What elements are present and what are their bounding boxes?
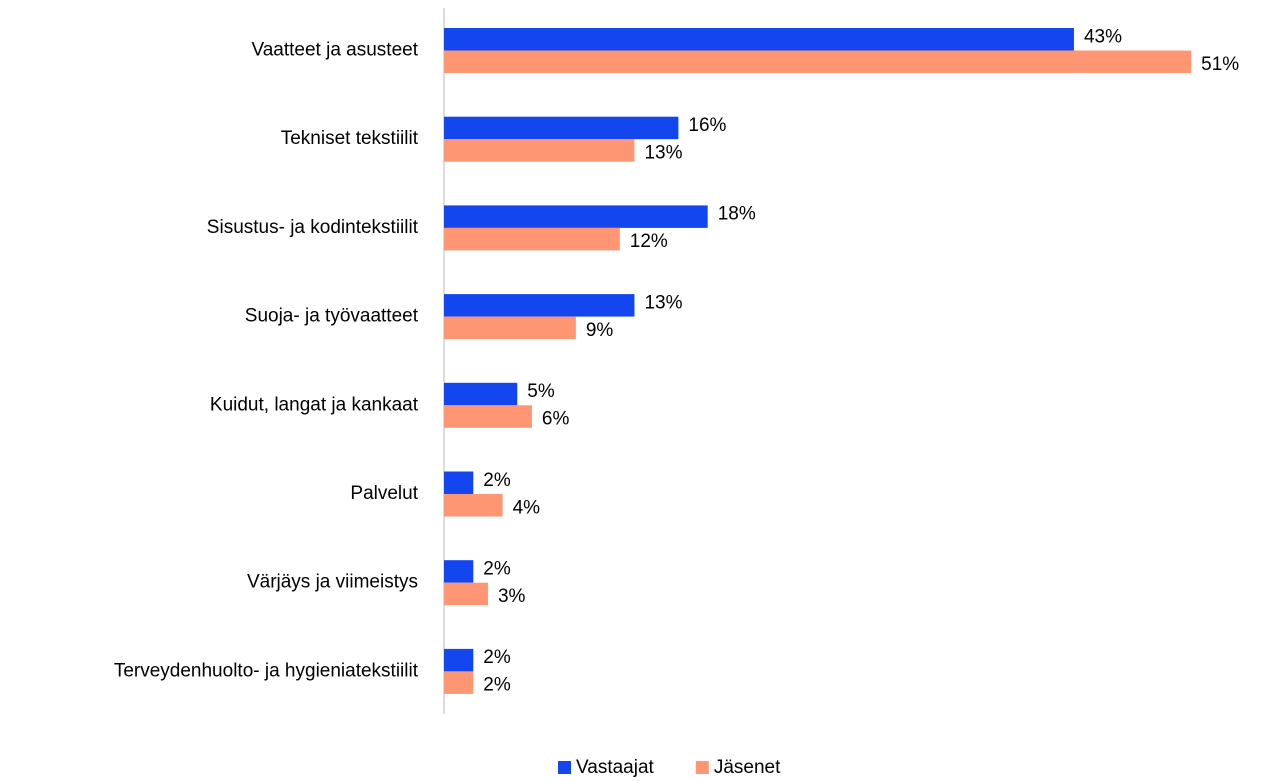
bar <box>444 405 532 428</box>
value-label: 12% <box>630 231 668 252</box>
legend-label: Vastaajat <box>576 757 655 778</box>
value-label: 13% <box>644 292 682 313</box>
value-label: 2% <box>483 675 511 696</box>
bar <box>444 494 503 517</box>
value-label: 2% <box>483 558 511 579</box>
value-label: 3% <box>498 586 526 607</box>
bar <box>444 205 708 228</box>
bar <box>444 50 1192 73</box>
bar <box>444 671 474 694</box>
bar <box>444 648 474 672</box>
value-label: 16% <box>688 115 726 136</box>
value-label: 51% <box>1201 54 1239 75</box>
y-tick-label: Kuidut, langat ja kankaat <box>210 394 419 415</box>
value-label: 2% <box>483 647 511 668</box>
bar <box>444 316 576 340</box>
value-label: 4% <box>513 497 541 518</box>
value-label: 18% <box>718 204 756 225</box>
legend-swatch <box>558 761 571 774</box>
y-tick-label: Sisustus- ja kodintekstiilit <box>207 217 419 238</box>
bar <box>444 582 488 606</box>
value-label: 2% <box>483 470 511 491</box>
value-label: 13% <box>644 142 682 163</box>
y-tick-label: Vaatteet ja asusteet <box>251 40 418 61</box>
value-label: 43% <box>1084 26 1122 47</box>
bar <box>444 139 635 162</box>
bar <box>444 294 635 317</box>
y-tick-label: Palvelut <box>350 483 418 504</box>
bar <box>444 471 474 494</box>
value-label: 6% <box>542 409 570 430</box>
y-tick-label: Terveydenhuolto- ja hygieniatekstiilit <box>114 660 419 681</box>
bar <box>444 382 518 406</box>
bar <box>444 116 679 140</box>
value-label: 9% <box>586 320 614 341</box>
y-tick-label: Värjäys ja viimeistys <box>247 572 418 593</box>
bar <box>444 560 474 583</box>
legend-swatch <box>695 761 709 774</box>
y-tick-label: Suoja- ja työvaatteet <box>245 306 419 327</box>
value-label: 5% <box>527 381 555 402</box>
y-tick-label: Tekniset tekstiilit <box>281 128 419 149</box>
legend-label: Jäsenet <box>714 757 781 778</box>
bar <box>444 28 1074 51</box>
bar <box>444 227 620 251</box>
